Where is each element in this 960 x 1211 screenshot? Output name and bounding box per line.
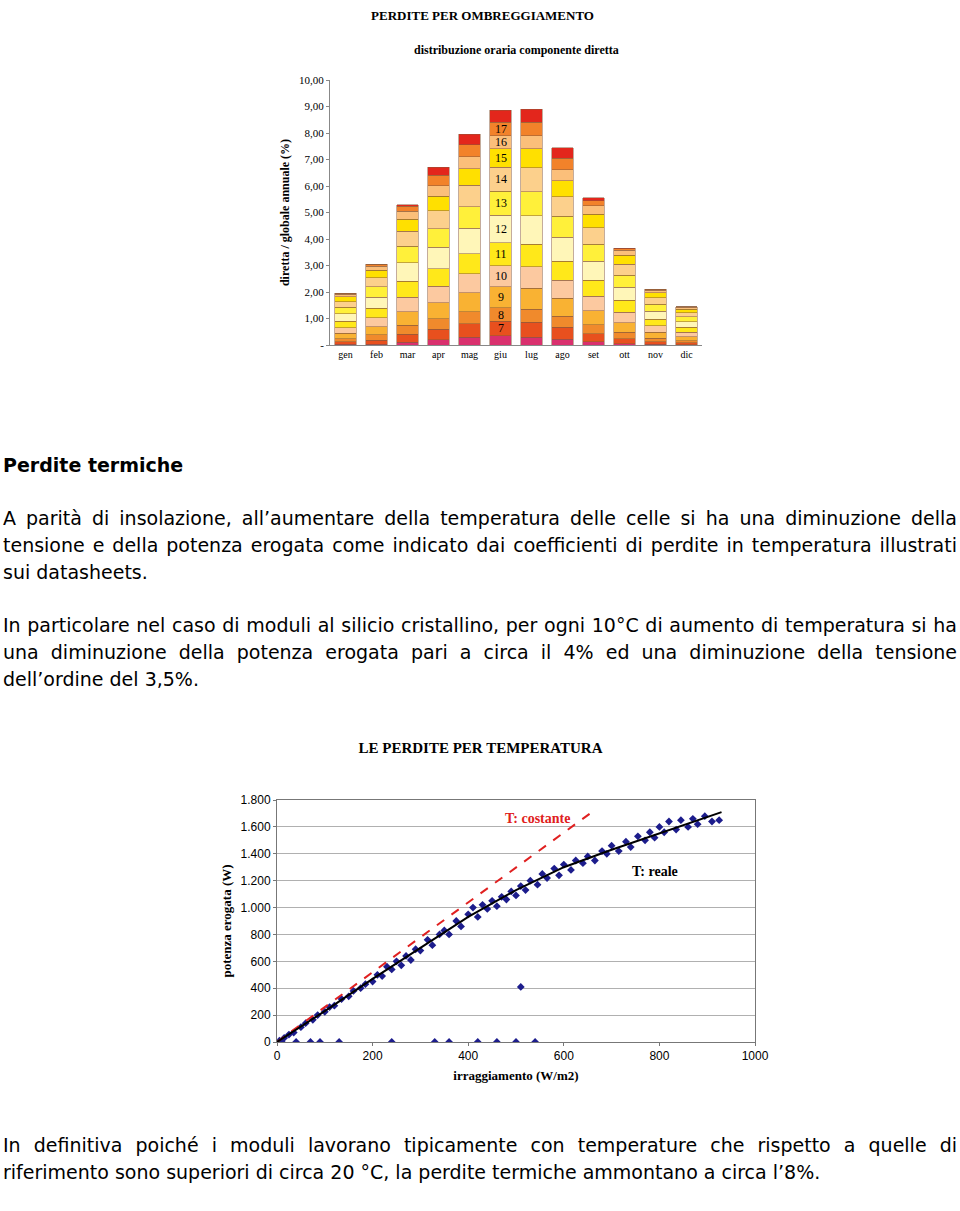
- svg-text:gen: gen: [338, 349, 352, 360]
- svg-text:nov: nov: [648, 349, 663, 360]
- svg-text:8,00: 8,00: [305, 127, 325, 139]
- svg-text:600: 600: [554, 1049, 574, 1063]
- svg-text:6,00: 6,00: [305, 180, 325, 192]
- html-text:In particolare nel caso di mod: In particolare nel caso di moduli al sil…: [3, 614, 957, 690]
- svg-text:potenza erogata (W): potenza erogata (W): [219, 864, 234, 977]
- svg-text:14: 14: [495, 172, 507, 186]
- svg-text:7,00: 7,00: [305, 153, 325, 165]
- svg-text:feb: feb: [370, 349, 383, 360]
- svg-text:irraggiamento (W/m2): irraggiamento (W/m2): [453, 1068, 578, 1083]
- svg-text:12: 12: [495, 222, 507, 236]
- svg-text:-: -: [320, 339, 324, 351]
- svg-text:1000: 1000: [742, 1049, 769, 1063]
- svg-text:PERDITE PER OMBREGGIAMENTO: PERDITE PER OMBREGGIAMENTO: [371, 8, 594, 23]
- svg-text:mag: mag: [461, 349, 478, 360]
- svg-text:400: 400: [458, 1049, 478, 1063]
- svg-text:dic: dic: [680, 349, 693, 360]
- svg-text:9,00: 9,00: [305, 100, 325, 112]
- svg-text:4,00: 4,00: [305, 233, 325, 245]
- html-text:In definitiva poiché i moduli: In definitiva poiché i moduli lavorano t…: [3, 1134, 957, 1183]
- svg-text:600: 600: [251, 955, 271, 969]
- svg-text:1.200: 1.200: [241, 874, 271, 888]
- svg-text:T: costante: T: costante: [505, 811, 570, 826]
- svg-text:1.000: 1.000: [241, 901, 271, 915]
- svg-text:ago: ago: [555, 349, 569, 360]
- svg-text:9: 9: [498, 290, 504, 304]
- svg-text:400: 400: [251, 981, 271, 995]
- svg-text:15: 15: [495, 151, 507, 165]
- html-text:Perdite termiche: Perdite termiche: [3, 454, 184, 476]
- svg-text:7: 7: [498, 321, 504, 335]
- svg-text:13: 13: [495, 196, 507, 210]
- svg-text:0: 0: [264, 1035, 271, 1049]
- svg-text:lug: lug: [525, 349, 538, 360]
- svg-text:10: 10: [495, 269, 507, 283]
- svg-text:200: 200: [251, 1008, 271, 1022]
- svg-text:distribuzione oraria component: distribuzione oraria componente diretta: [414, 43, 619, 57]
- svg-text:1.400: 1.400: [241, 847, 271, 861]
- svg-text:1.800: 1.800: [241, 793, 271, 807]
- svg-text:giu: giu: [494, 349, 507, 360]
- svg-text:0: 0: [274, 1049, 281, 1063]
- svg-text:800: 800: [649, 1049, 669, 1063]
- svg-text:16: 16: [495, 135, 507, 149]
- svg-text:T: reale: T: reale: [632, 864, 678, 879]
- svg-text:200: 200: [363, 1049, 383, 1063]
- svg-text:apr: apr: [432, 349, 445, 360]
- svg-text:8: 8: [498, 308, 504, 322]
- svg-text:5,00: 5,00: [305, 206, 325, 218]
- svg-text:set: set: [588, 349, 599, 360]
- svg-text:17: 17: [495, 122, 507, 136]
- svg-text:2,00: 2,00: [305, 286, 325, 298]
- svg-text:1.600: 1.600: [241, 820, 271, 834]
- svg-text:1,00: 1,00: [305, 312, 325, 324]
- svg-text:diretta / globale annuale (%): diretta / globale annuale (%): [278, 139, 292, 286]
- svg-text:3,00: 3,00: [305, 259, 325, 271]
- svg-text:LE PERDITE PER TEMPERATURA: LE PERDITE PER TEMPERATURA: [358, 740, 602, 756]
- svg-text:11: 11: [495, 247, 507, 261]
- svg-text:ott: ott: [619, 349, 630, 360]
- svg-text:10,00: 10,00: [299, 74, 324, 86]
- svg-text:800: 800: [251, 928, 271, 942]
- html-text:A parità di insolazione, all’a: A parità di insolazione, all’aumentare d…: [3, 507, 957, 583]
- svg-text:mar: mar: [400, 349, 416, 360]
